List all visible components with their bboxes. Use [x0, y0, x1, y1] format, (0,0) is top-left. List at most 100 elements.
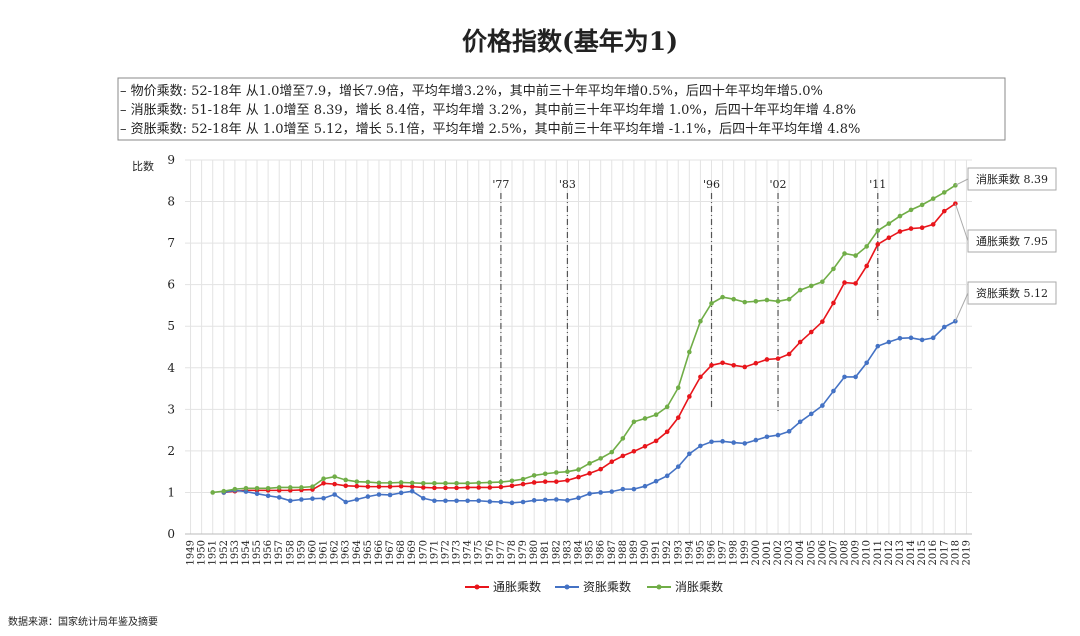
data-point: [265, 493, 271, 499]
data-point: [332, 474, 337, 479]
event-label: '83: [559, 178, 576, 191]
x-tick-label: 1996: [707, 540, 718, 565]
data-point: [432, 498, 437, 504]
data-point: [731, 440, 736, 445]
data-point: [709, 362, 714, 368]
data-point: [864, 244, 869, 249]
x-tick-label: 1973: [452, 540, 463, 565]
legend-marker: [564, 584, 570, 590]
data-point: [598, 490, 603, 495]
data-point: [210, 490, 216, 495]
data-point: [454, 485, 459, 491]
data-point: [443, 481, 448, 486]
data-point: [687, 349, 692, 355]
data-point: [409, 488, 415, 494]
x-tick-label: 1990: [640, 540, 651, 565]
x-tick-label: 1952: [219, 540, 230, 565]
data-point: [753, 360, 759, 366]
x-tick-label: 2015: [917, 540, 928, 565]
data-point: [343, 499, 349, 505]
data-point: [908, 207, 914, 213]
data-point: [886, 235, 892, 241]
x-tick-label: 2001: [762, 540, 773, 565]
x-tick-label: 1965: [363, 540, 374, 565]
data-point: [753, 298, 759, 304]
x-tick-label: 1994: [684, 540, 695, 565]
data-point: [941, 324, 947, 330]
data-point: [310, 484, 315, 489]
data-point: [520, 481, 526, 487]
data-point: [598, 466, 603, 472]
x-tick-label: 1997: [718, 540, 729, 565]
data-point: [421, 481, 426, 486]
x-tick-label: 1953: [230, 540, 241, 565]
data-point: [254, 491, 260, 496]
data-point: [853, 281, 858, 286]
note-box: [117, 77, 1006, 141]
data-point: [831, 300, 836, 306]
data-point: [786, 296, 792, 302]
x-tick-label: 1972: [440, 540, 451, 565]
data-point: [930, 222, 936, 227]
x-tick-label: 1978: [507, 540, 518, 565]
x-tick-label: 1987: [607, 540, 618, 565]
data-point: [919, 337, 925, 343]
data-point: [698, 374, 703, 380]
y-tick-label: 3: [167, 402, 175, 416]
legend-label: 资胀乘数: [583, 579, 631, 594]
data-point: [653, 438, 659, 444]
data-point: [720, 360, 725, 366]
data-point: [542, 479, 548, 484]
x-tick-label: 1966: [374, 540, 385, 565]
data-point: [731, 296, 736, 302]
data-point: [631, 419, 637, 425]
data-point: [831, 266, 836, 272]
callout-label: 通胀乘数 7.95: [976, 235, 1048, 248]
data-point: [321, 495, 326, 501]
data-point: [398, 483, 404, 489]
y-tick-label: 5: [167, 319, 175, 333]
data-point: [409, 480, 415, 486]
x-tick-label: 1995: [695, 540, 706, 565]
data-point: [376, 492, 382, 497]
chart-title: 价格指数(基年为1): [462, 27, 678, 56]
y-tick-label: 8: [167, 195, 175, 209]
data-point: [587, 471, 592, 476]
data-point: [432, 485, 437, 491]
data-point: [664, 404, 670, 410]
x-tick-label: 2008: [840, 540, 851, 565]
data-point: [808, 283, 814, 289]
data-point: [343, 477, 349, 483]
data-point: [376, 480, 382, 486]
data-point: [631, 449, 637, 454]
data-point: [742, 299, 748, 305]
data-point: [321, 476, 326, 482]
data-point: [299, 485, 304, 490]
data-point: [587, 491, 592, 496]
data-point: [842, 280, 847, 285]
y-axis-label: 比数: [132, 160, 154, 173]
data-point: [332, 492, 337, 497]
data-point: [775, 298, 781, 304]
data-point: [642, 483, 648, 489]
data-point: [797, 419, 803, 425]
data-point: [875, 228, 881, 233]
x-tick-label: 1989: [629, 540, 640, 565]
data-point: [243, 489, 249, 494]
data-point: [542, 471, 548, 477]
x-tick-label: 2007: [828, 540, 839, 565]
legend-label: 通胀乘数: [493, 579, 541, 594]
x-tick-label: 1971: [429, 540, 440, 565]
x-tick-label: 1991: [651, 540, 662, 565]
data-point: [565, 478, 570, 483]
data-point: [531, 473, 537, 478]
data-point: [864, 263, 869, 269]
x-tick-label: 1998: [729, 540, 740, 565]
x-tick-label: 1976: [485, 540, 496, 565]
data-point: [376, 484, 382, 489]
callout-leader: [955, 178, 969, 186]
x-tick-label: 2009: [851, 540, 862, 565]
event-label: '11: [869, 178, 886, 191]
data-point: [465, 485, 470, 490]
x-tick-label: 1969: [407, 540, 418, 565]
